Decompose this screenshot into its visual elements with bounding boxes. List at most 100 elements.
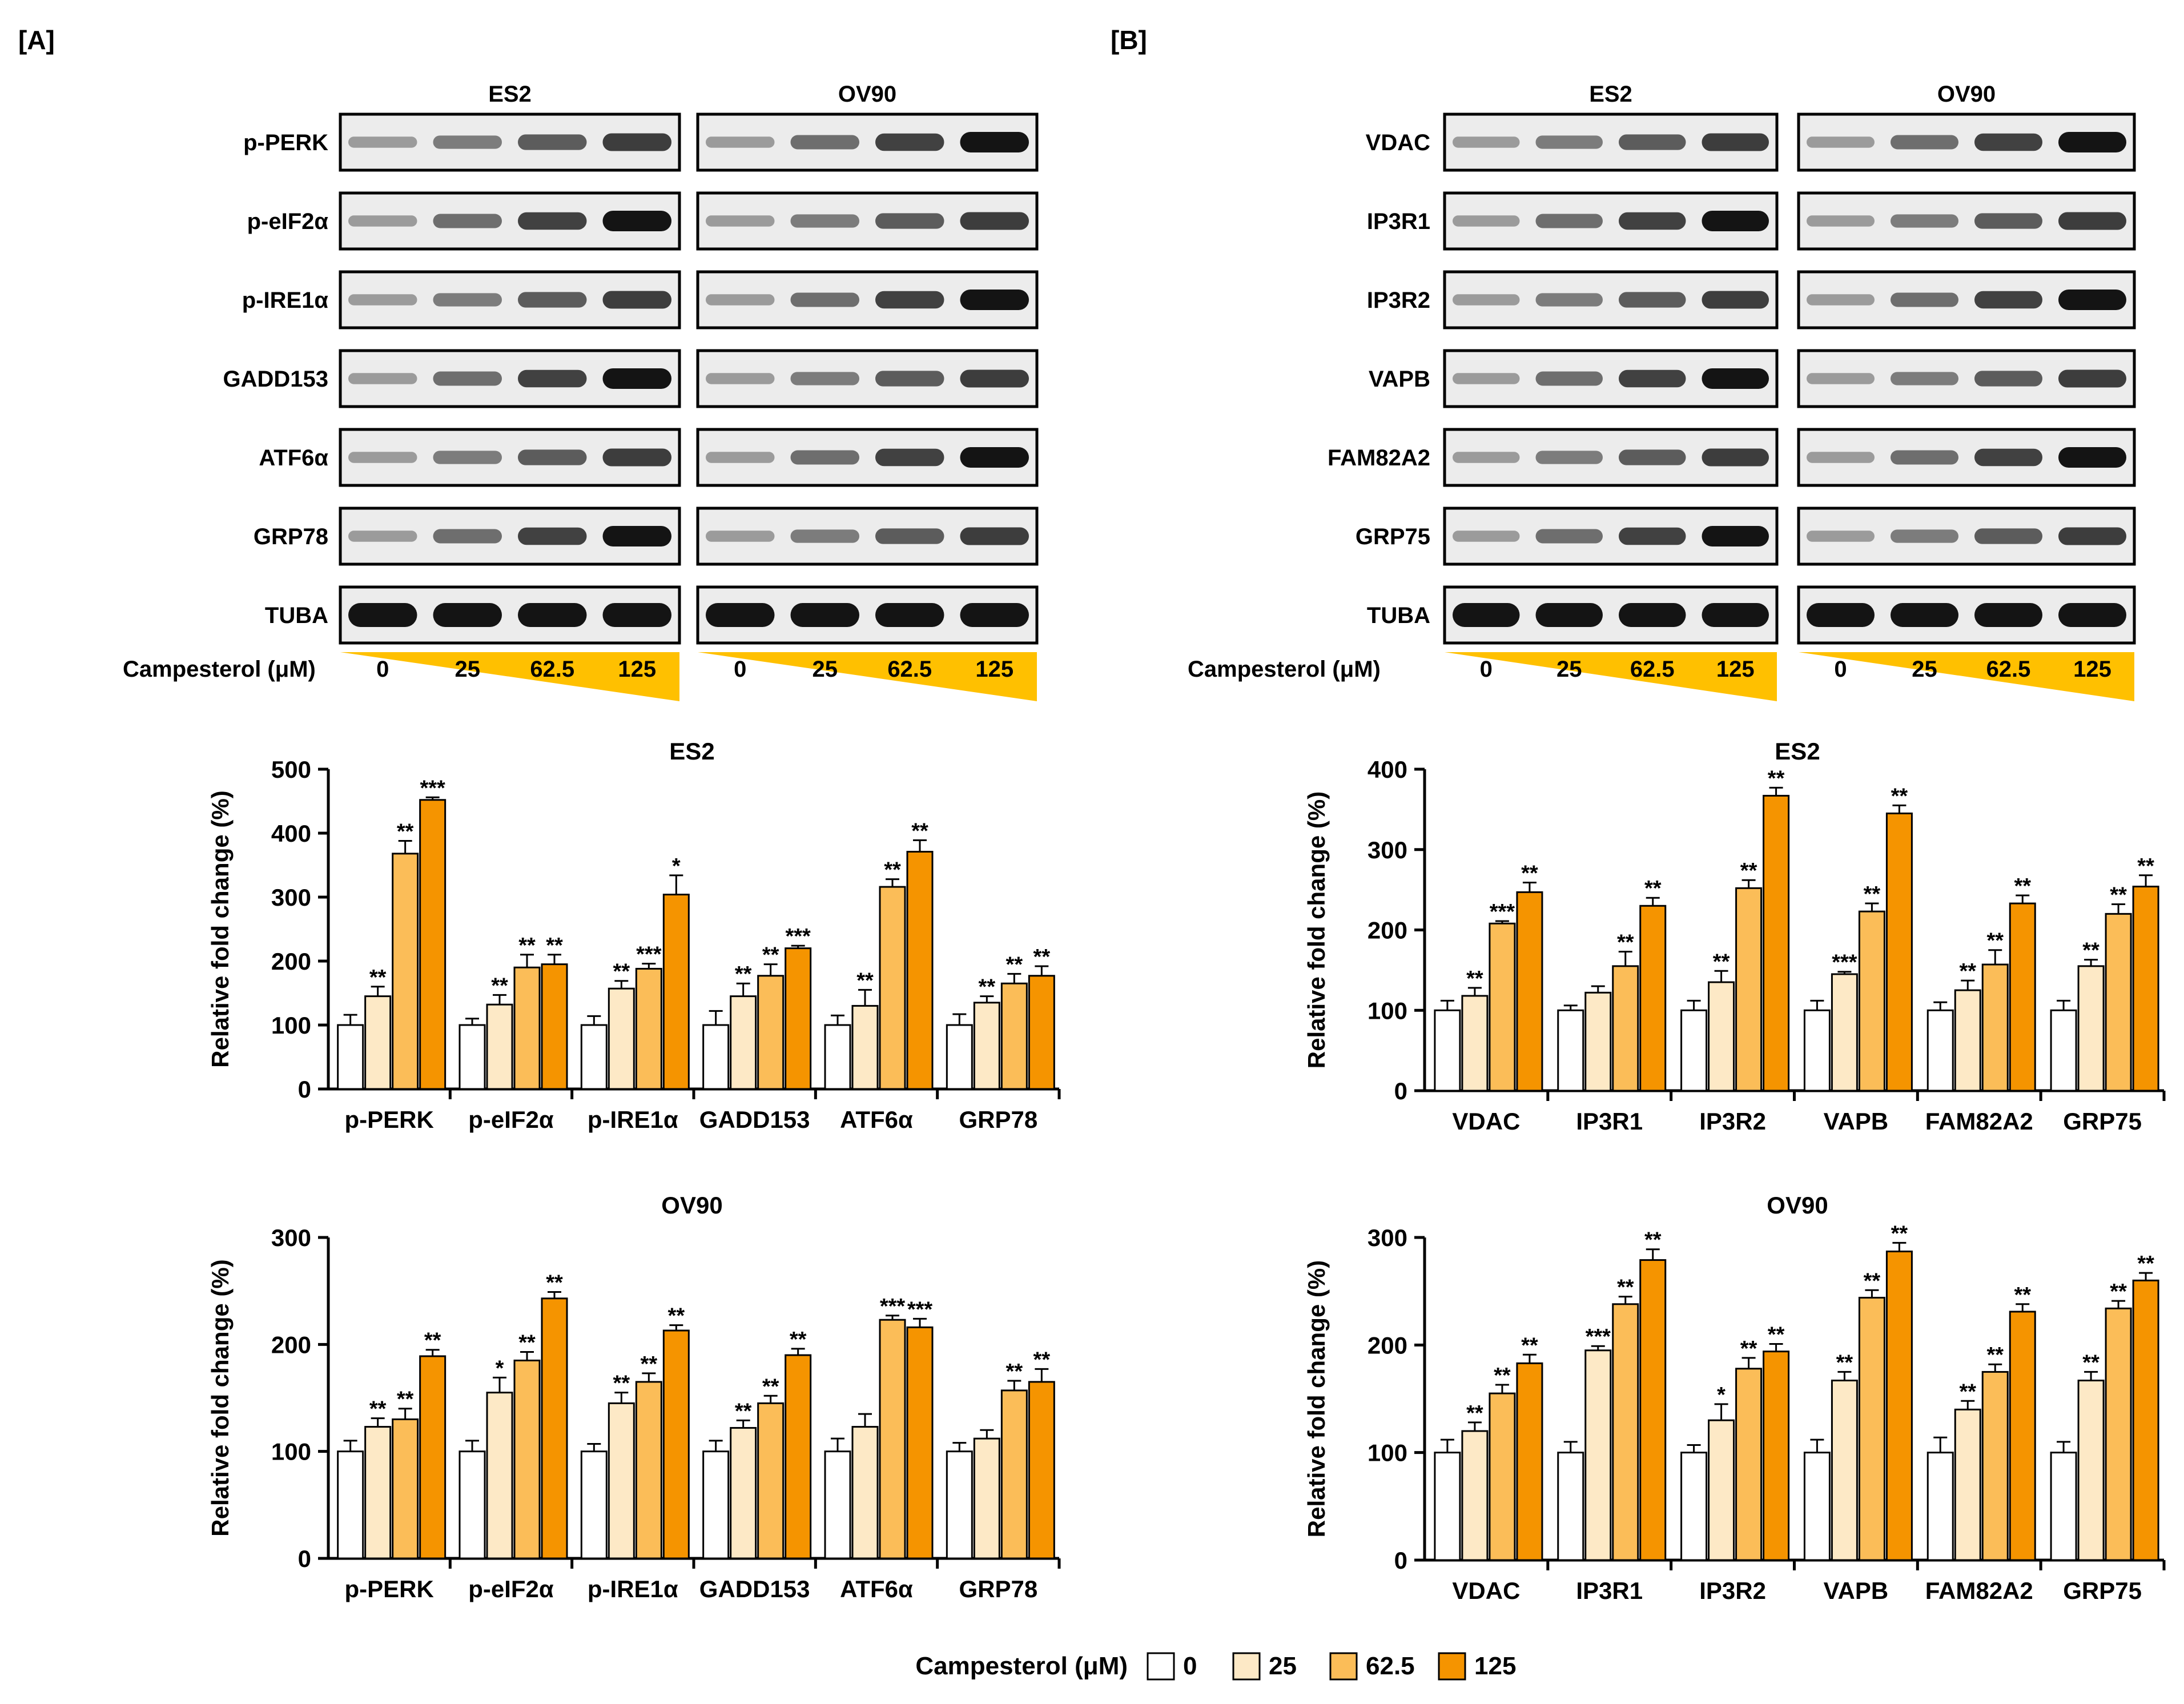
significance-label: *** [636, 942, 662, 966]
blot-band [1891, 603, 1958, 627]
significance-label: ** [2110, 1280, 2127, 1304]
bar [580, 1450, 608, 1560]
legend-swatch [1329, 1652, 1358, 1681]
blot-row-label: p-eIF2α [247, 209, 329, 234]
bar [1489, 1392, 1516, 1561]
significance-label: ** [1033, 945, 1051, 969]
significance-label: *** [1832, 951, 1857, 975]
dose-label: 62.5 [1986, 657, 2031, 682]
significance-label: ** [1836, 1351, 1853, 1375]
bar [2077, 965, 2105, 1092]
bar [730, 1426, 757, 1560]
bar [364, 1426, 392, 1560]
bar [1000, 1389, 1028, 1560]
y-tick-label: 300 [271, 1224, 311, 1251]
blot-band [348, 294, 417, 306]
blot-row-label: FAM82A2 [1328, 445, 1430, 471]
bar [2009, 1311, 2036, 1561]
blot-band [1702, 133, 1769, 151]
y-tick-label: 100 [1367, 1440, 1407, 1466]
significance-label: * [496, 1356, 504, 1380]
significance-label: ** [1959, 959, 1976, 983]
bar [635, 967, 662, 1090]
significance-label: ** [762, 1375, 779, 1398]
x-tick-label: GRP75 [2063, 1108, 2142, 1135]
significance-label: ** [762, 943, 779, 967]
significance-label: ** [1521, 1333, 1538, 1357]
blot-band [1619, 603, 1686, 627]
bar [757, 1402, 785, 1560]
dose-label: 25 [1912, 657, 1937, 682]
blot-band [518, 603, 587, 627]
blot-band [960, 527, 1029, 545]
significance-label: ** [424, 1329, 441, 1353]
x-tick-label: FAM82A2 [1925, 1108, 2033, 1135]
bar [419, 799, 447, 1090]
significance-label: ** [1617, 1276, 1634, 1300]
bar [1858, 1296, 1885, 1561]
blot-band [1702, 211, 1769, 231]
significance-label: ** [518, 1331, 536, 1355]
blot-band [1619, 527, 1686, 545]
blot-band [1453, 603, 1520, 627]
significance-label: ** [1891, 1221, 1908, 1245]
blot-row-label: ATF6α [259, 445, 328, 471]
significance-label: ** [911, 819, 928, 843]
x-tick-label: GADD153 [699, 1106, 810, 1133]
dose-label: 125 [618, 657, 656, 682]
blot-band [2058, 290, 2126, 310]
blot-panel-a: ES2 OV90 p-PERK p-eIF2α p-IRE1α GADD153 ATF6α G… [123, 82, 1039, 701]
chart-b-es2: ES2 Relative fold change (%) 0 100 200 300 400… [1303, 738, 2166, 1135]
bar [973, 1437, 1000, 1560]
blot-band [518, 369, 587, 388]
blot-row-label: IP3R1 [1367, 209, 1430, 234]
dose-wedge [340, 652, 679, 701]
cell-line-header: ES2 [488, 82, 532, 107]
significance-label: ** [2082, 1351, 2099, 1375]
legend-item-label: 25 [1269, 1652, 1297, 1680]
blot-band [348, 531, 417, 542]
blot-band [348, 452, 417, 463]
bar [2105, 1307, 2132, 1561]
blot-band [602, 368, 671, 389]
x-tick-label: FAM82A2 [1925, 1577, 2033, 1604]
significance-label: *** [907, 1297, 933, 1321]
significance-label: ** [491, 974, 508, 998]
blot-band [1535, 603, 1603, 627]
bar [1612, 965, 1639, 1092]
bar [702, 1024, 730, 1090]
bar [541, 1297, 568, 1560]
bar [608, 987, 635, 1090]
blot-panel-b: ES2 OV90 VDAC IP3R1 IP3R2 VAPB FAM82A2 GRP75 TUB… [1188, 82, 2136, 701]
bar [1028, 975, 1055, 1090]
bar [1557, 1452, 1584, 1561]
blot-band [960, 603, 1029, 627]
significance-label: *** [1490, 900, 1515, 924]
blot-band [1891, 214, 1958, 228]
significance-label: ** [1986, 929, 2004, 953]
x-tick-label: VDAC [1452, 1108, 1520, 1135]
bar [946, 1024, 973, 1090]
bar [1763, 794, 1790, 1092]
significance-label: ** [1617, 931, 1634, 955]
blot-band [433, 293, 502, 307]
significance-label: ** [2137, 854, 2154, 878]
significance-label: ** [735, 1399, 752, 1423]
dose-label: 62.5 [530, 657, 574, 682]
blot-band [2058, 369, 2126, 388]
bar [851, 1004, 879, 1090]
blot-band [2058, 527, 2126, 545]
y-tick-label: 0 [1394, 1078, 1407, 1104]
bar [1680, 1009, 1708, 1092]
blot-band [1891, 135, 1958, 150]
bar [1926, 1009, 1954, 1092]
blot-band [602, 448, 671, 467]
dose-label: 25 [813, 657, 838, 682]
bar [1557, 1009, 1584, 1092]
significance-label: ** [1768, 766, 1785, 790]
bar [1735, 1368, 1763, 1561]
significance-label: ** [1959, 1380, 1976, 1404]
blot-band [960, 132, 1029, 152]
bar [1926, 1452, 1954, 1561]
blot-band [518, 134, 587, 150]
